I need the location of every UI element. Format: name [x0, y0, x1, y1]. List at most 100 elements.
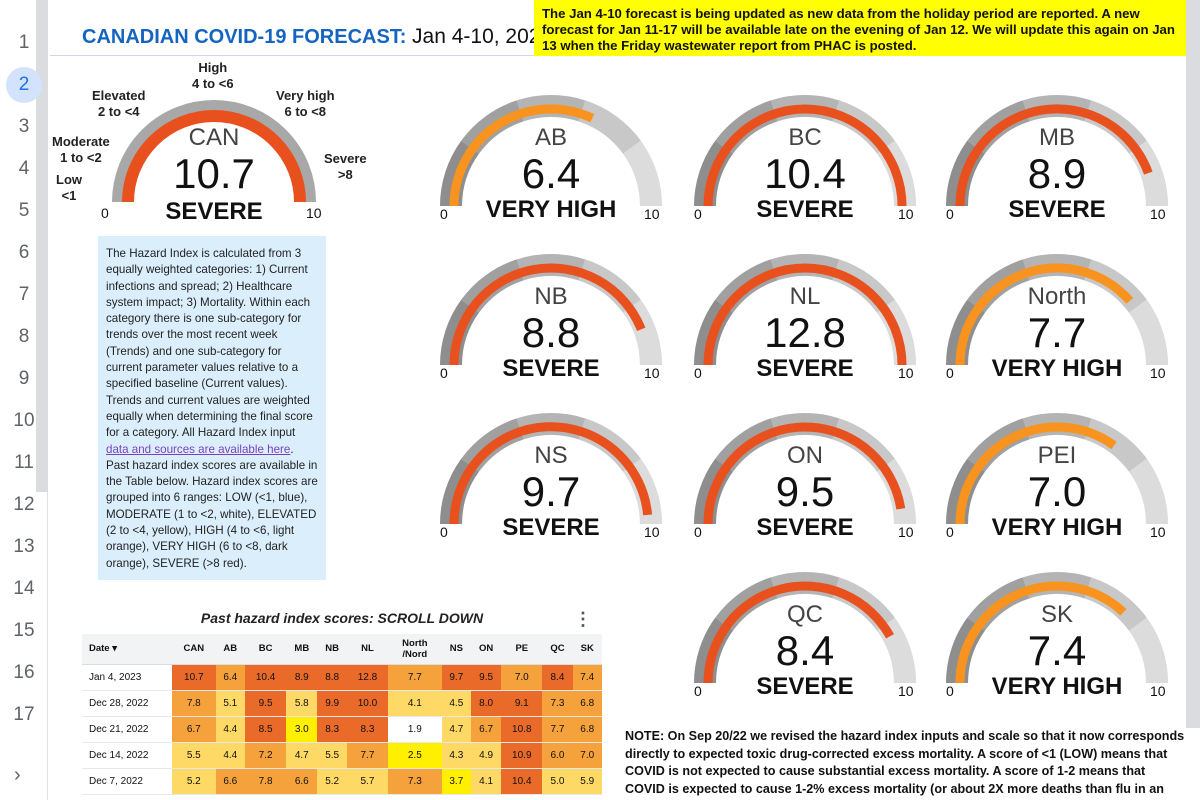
- gauge-qc-max: 10: [898, 683, 914, 699]
- gauge-bc-max: 10: [898, 206, 914, 222]
- gauge-mb-value: 8.9: [1027, 150, 1087, 197]
- row-number-13[interactable]: 13: [13, 536, 35, 557]
- row-number-6[interactable]: 6: [18, 242, 30, 263]
- gauge-bc-min: 0: [694, 206, 702, 222]
- row-number-10[interactable]: 10: [13, 410, 35, 431]
- table-cell: 6.7: [471, 716, 502, 743]
- row-number-4[interactable]: 4: [18, 158, 30, 179]
- gauge-mb-level: SEVERE: [1008, 196, 1106, 223]
- table-cell-date: Dec 7, 2022: [82, 768, 172, 795]
- row-number-7[interactable]: 7: [18, 284, 30, 305]
- gauge-bc-level: SEVERE: [756, 196, 854, 223]
- table-header-1: CAN: [172, 634, 216, 665]
- table-header-9: ON: [471, 634, 502, 665]
- expand-arrow-icon[interactable]: ›: [14, 764, 21, 786]
- gauge-ab-max: 10: [644, 206, 660, 222]
- row-number-9[interactable]: 9: [18, 368, 30, 389]
- data-sources-link[interactable]: data and sources are available here: [106, 442, 291, 456]
- more-vert-icon[interactable]: ⋮: [574, 609, 592, 629]
- gauge-sk-level: VERY HIGH: [991, 673, 1123, 700]
- table-row: Dec 21, 2022 6.7 4.4 8.5 3.0 8.3 8.3 1.9 4.7 6.7 1…: [82, 716, 602, 743]
- row-number-12[interactable]: 12: [13, 494, 35, 515]
- right-scrollbar[interactable]: [1186, 0, 1200, 728]
- gauge-ab-name: AB: [534, 124, 567, 151]
- table-cell: 5.2: [317, 768, 347, 795]
- page-title-main: CANADIAN COVID-19 FORECAST:: [82, 26, 407, 48]
- table-cell: 8.9: [286, 664, 318, 691]
- table-cell: 7.7: [542, 716, 573, 743]
- info-text-2: . Past hazard index scores are available…: [106, 442, 318, 570]
- table-cell: 9.1: [501, 690, 543, 717]
- range-label-high: High 4 to <6: [192, 60, 234, 91]
- gauge-qc-level: SEVERE: [756, 673, 854, 700]
- gauge-ns-value: 9.7: [521, 468, 581, 515]
- info-text-1: The Hazard Index is calculated from 3 eq…: [106, 247, 313, 440]
- gauge-north-level: VERY HIGH: [991, 355, 1123, 382]
- table-cell: 10.7: [172, 664, 216, 691]
- gauge-mb-name: MB: [1039, 124, 1075, 151]
- gauge-sk-arc: [946, 572, 1168, 684]
- row-number-2[interactable]: 2: [0, 67, 48, 103]
- gauge-can-value: 10.7: [173, 150, 255, 197]
- gauge-north-band-4: [1128, 299, 1168, 366]
- gauge-north-name: North: [1027, 283, 1087, 310]
- table-cell: 7.0: [501, 664, 543, 691]
- table-header-12: SK: [572, 634, 602, 665]
- gauge-on-value: 9.5: [775, 468, 835, 515]
- table-cell: 5.5: [172, 742, 216, 769]
- gauge-nb-max: 10: [644, 365, 660, 381]
- table-cell: 2.5: [388, 742, 442, 769]
- table-cell: 7.8: [244, 768, 287, 795]
- gauge-north-value: 7.7: [1027, 309, 1087, 356]
- gauge-on-level: SEVERE: [756, 514, 854, 541]
- gauge-pei-level: VERY HIGH: [991, 514, 1123, 541]
- gauge-bc-name: BC: [788, 124, 822, 151]
- gauge-north-max: 10: [1150, 365, 1166, 381]
- table-cell: 10.4: [501, 768, 543, 795]
- gauge-can-max: 10: [306, 205, 322, 221]
- title-cell[interactable]: [50, 0, 534, 56]
- row-number-17[interactable]: 17: [13, 704, 35, 725]
- table-cell: 7.7: [346, 742, 389, 769]
- row-number-1[interactable]: 1: [18, 32, 30, 53]
- gauge-qc-name: QC: [787, 601, 823, 628]
- gauge-qc-value: 8.4: [775, 627, 835, 674]
- gauge-can-track: [112, 100, 316, 203]
- gauge-ns-min: 0: [440, 524, 448, 540]
- table-cell: 6.8: [572, 690, 602, 717]
- row-number-11[interactable]: 11: [14, 452, 34, 473]
- table-cell: 4.1: [471, 768, 502, 795]
- gauge-can-arc: [112, 100, 316, 203]
- row-number-15[interactable]: 15: [13, 620, 35, 641]
- row-number-16[interactable]: 16: [13, 662, 35, 683]
- table-cell: 3.0: [286, 716, 318, 743]
- left-scrollbar[interactable]: [36, 0, 48, 492]
- row-number-5[interactable]: 5: [18, 200, 30, 221]
- table-cell: 5.1: [215, 690, 245, 717]
- table-cell: 10.9: [501, 742, 543, 769]
- table-header-5: NB: [317, 634, 347, 665]
- gauge-north-min: 0: [946, 365, 954, 381]
- table-row: Jan 4, 2023 10.7 6.4 10.4 8.9 8.8 12.8 7.7 9.7 9.…: [82, 664, 602, 691]
- row-number-14[interactable]: 14: [13, 578, 35, 599]
- table-cell: 5.5: [317, 742, 347, 769]
- table-header-0[interactable]: Date ▾: [82, 634, 172, 665]
- row-number-3[interactable]: 3: [18, 116, 30, 137]
- gauge-nb-min: 0: [440, 365, 448, 381]
- row-number-label: 2: [6, 67, 42, 103]
- table-title: Past hazard index scores: SCROLL DOWN: [200, 610, 484, 626]
- gauge-nl-max: 10: [898, 365, 914, 381]
- gauge-pei-band-4: [1128, 458, 1168, 525]
- table-cell: 10.8: [501, 716, 543, 743]
- table-cell: 6.6: [286, 768, 318, 795]
- table-row: Dec 28, 2022 7.8 5.1 9.5 5.8 9.9 10.0 4.1 4.5 8.0…: [82, 690, 602, 717]
- gauge-ab-min: 0: [440, 206, 448, 222]
- table-header-2: AB: [215, 634, 245, 665]
- table-cell: 4.9: [471, 742, 502, 769]
- table-cell: 8.3: [346, 716, 389, 743]
- table-cell: 7.2: [244, 742, 287, 769]
- row-number-8[interactable]: 8: [18, 326, 30, 347]
- gauge-mb-min: 0: [946, 206, 954, 222]
- table-header-4: MB: [286, 634, 318, 665]
- gauge-can-min: 0: [101, 205, 109, 221]
